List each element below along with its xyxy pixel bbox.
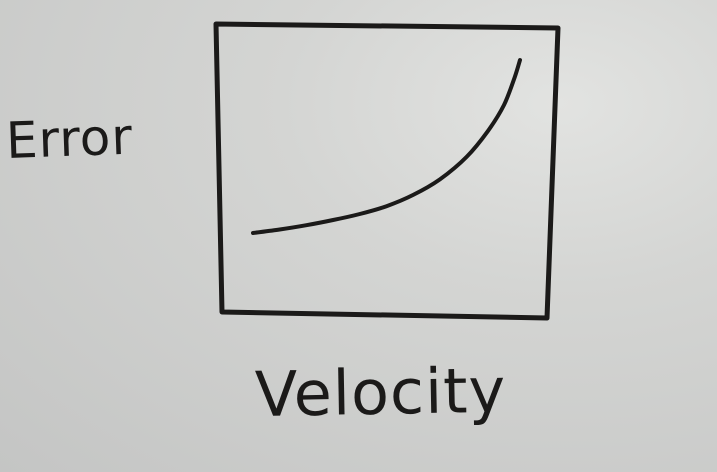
series-line — [251, 58, 522, 235]
plot-frame — [213, 21, 561, 321]
x-axis-label: Velocity — [254, 353, 507, 431]
